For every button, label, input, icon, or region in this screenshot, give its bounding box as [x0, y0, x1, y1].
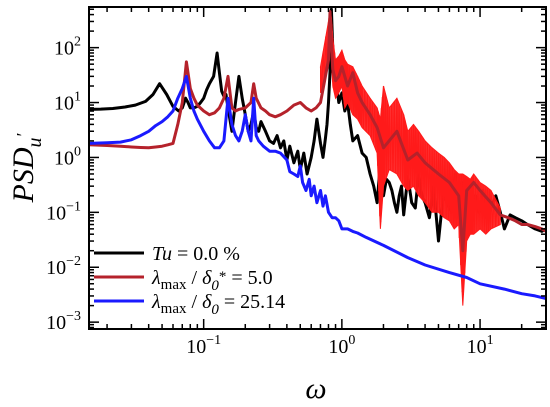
x-axis-label-text: ω: [305, 372, 326, 405]
y-tick-label: 101: [54, 90, 81, 115]
x-tick-label: 10−1: [186, 333, 221, 358]
y-axis-label: PSDu′: [7, 132, 46, 203]
legend-entry-2: λmax / δ0 = 25.14: [151, 291, 285, 318]
x-axis-label: ω: [305, 372, 326, 405]
series-2: [89, 74, 546, 300]
y-tick-label: 100: [54, 144, 81, 169]
series-1-line: [89, 10, 546, 253]
legend-entry-0: Tu = 0.0 %: [152, 243, 240, 265]
y-axis-label-prime: ′: [13, 132, 33, 137]
y-tick-label: 10−3: [46, 309, 81, 334]
y-axis-label-main: PSD: [7, 147, 40, 203]
plot-background: [89, 7, 546, 329]
legend-entry-1: λmax / δ0* = 5.0: [151, 267, 273, 294]
y-tick-label: 10−2: [46, 254, 81, 279]
y-tick-label: 102: [54, 35, 81, 60]
y-tick-label: 10−1: [46, 199, 81, 224]
series-1: [89, 10, 546, 306]
x-tick-label: 101: [467, 333, 494, 358]
plot-frame: [88, 6, 547, 330]
tick-labels: 10−1 100 101 10−3 10−2 10−1 100 101 102: [46, 35, 493, 358]
y-axis-label-text: PSDu′: [7, 132, 46, 203]
y-axis-label-sub: u: [24, 137, 46, 147]
series-2-line: [89, 74, 546, 300]
x-tick-label: 100: [328, 333, 355, 358]
series-layer: [89, 7, 546, 306]
